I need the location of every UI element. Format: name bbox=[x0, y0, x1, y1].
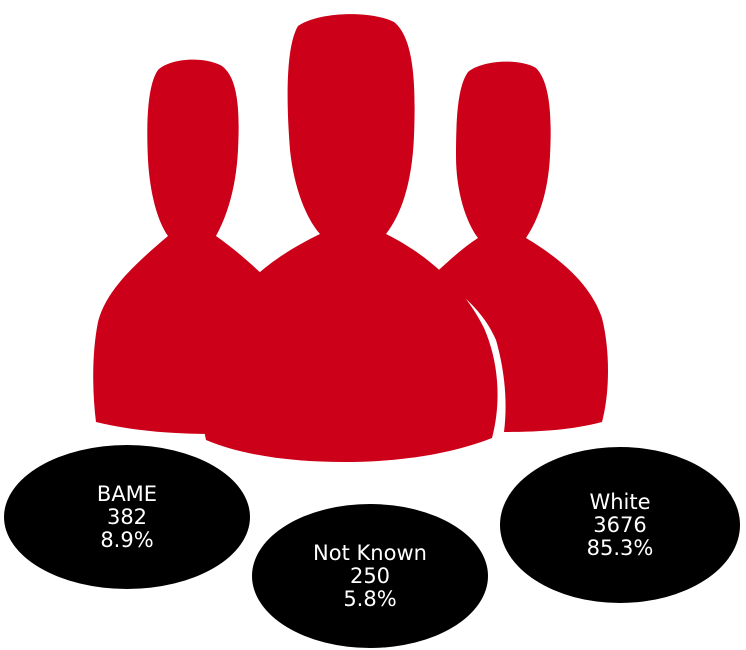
bame-percent-label: 8.9% bbox=[100, 528, 153, 552]
right-person-icon bbox=[432, 61, 608, 432]
bubble-white bbox=[500, 447, 740, 603]
white-label-label: White bbox=[589, 490, 650, 514]
bame-count-label: 382 bbox=[107, 505, 147, 529]
group-of-people-icon bbox=[93, 14, 608, 462]
white-count-label: 3676 bbox=[593, 513, 646, 537]
center-person-head bbox=[287, 14, 415, 258]
white-percent-label: 85.3% bbox=[587, 536, 654, 560]
bubble-bame bbox=[4, 445, 250, 589]
right-person-shoulders bbox=[432, 238, 608, 432]
not-known-label-label: Not Known bbox=[313, 541, 427, 565]
left-person-head bbox=[147, 59, 239, 263]
left-person-shoulders bbox=[93, 236, 270, 434]
not-known-percent-label: 5.8% bbox=[343, 587, 396, 611]
center-person-icon bbox=[201, 14, 498, 462]
bame-label-label: BAME bbox=[97, 482, 157, 506]
right-person-head bbox=[456, 61, 551, 263]
center-person-torso bbox=[201, 234, 498, 462]
not-known-count-label: 250 bbox=[350, 564, 390, 588]
bubble-not-known bbox=[252, 504, 488, 648]
left-person-icon bbox=[93, 59, 270, 434]
